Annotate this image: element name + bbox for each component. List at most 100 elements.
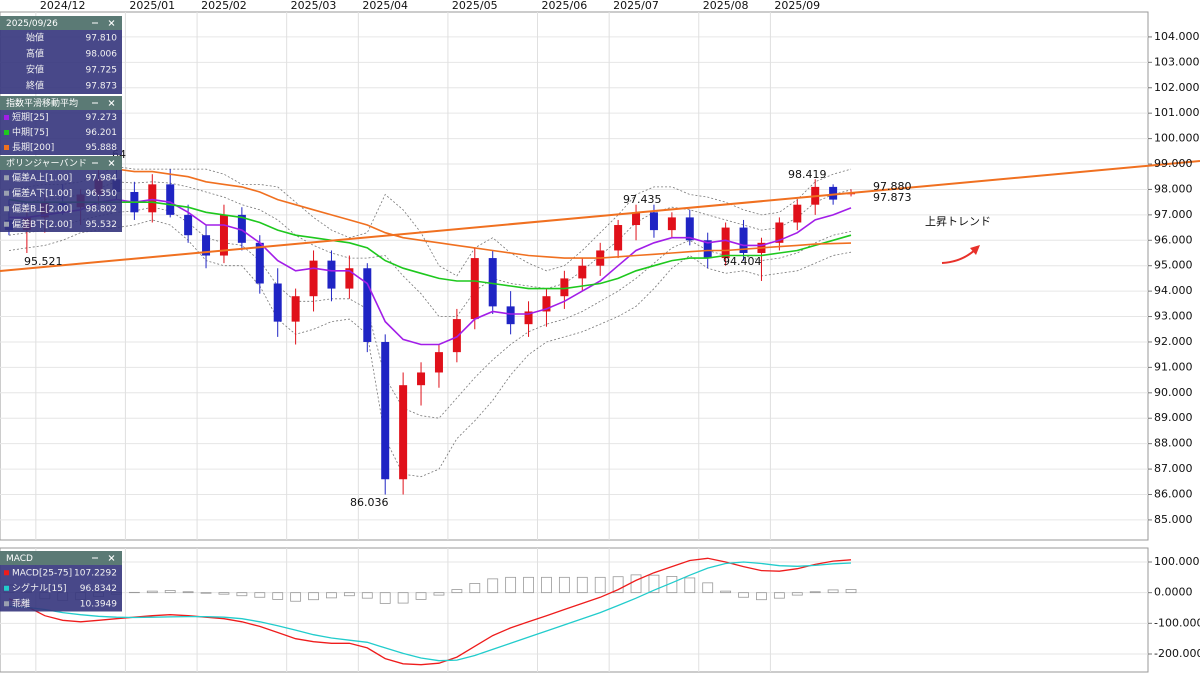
y-tick-label: 96.000 xyxy=(1154,233,1193,246)
histogram-bar xyxy=(523,576,534,594)
close-button[interactable] xyxy=(108,160,115,166)
annotation: 97.873 xyxy=(873,191,912,204)
row-value: 97.873 xyxy=(86,82,118,92)
macd-panel xyxy=(0,547,1149,673)
text-layer: 85.000 86.000 87.000 88.000 89.000 90.000 91.0… xyxy=(24,0,1200,660)
histogram-bar xyxy=(791,592,803,596)
candle-body xyxy=(309,260,318,297)
histogram-bar xyxy=(756,592,767,601)
histogram-bar xyxy=(827,589,839,594)
row-value: 98.006 xyxy=(86,50,118,60)
histogram-bar xyxy=(773,592,785,599)
row-label: MACD[25-75] xyxy=(12,568,72,578)
y-tick-label: 95.000 xyxy=(1154,259,1193,272)
line-series xyxy=(9,198,852,346)
histogram-bar xyxy=(702,582,714,594)
row-label: 乖離 xyxy=(12,597,30,609)
row-marker xyxy=(4,206,9,212)
y-tick-label: 98.000 xyxy=(1154,182,1193,195)
candle-body xyxy=(202,235,211,256)
candle-body xyxy=(578,265,587,279)
row-value: 97.725 xyxy=(86,66,118,76)
histogram-bar xyxy=(164,590,176,594)
candle-body xyxy=(703,240,712,259)
histogram-bar xyxy=(684,577,696,594)
close-button[interactable] xyxy=(108,555,115,561)
close-button[interactable] xyxy=(108,20,115,26)
row-marker xyxy=(4,221,9,227)
panel-body xyxy=(0,110,122,155)
histogram-bar xyxy=(326,592,337,599)
line-series xyxy=(8,561,852,662)
histogram-bar xyxy=(290,592,302,602)
histogram-bar xyxy=(576,576,588,594)
price-panel xyxy=(0,11,1149,541)
row-marker xyxy=(4,115,9,120)
y-tick-label: 92.000 xyxy=(1154,335,1193,348)
candle-body xyxy=(255,242,264,284)
histogram-bar xyxy=(469,583,481,594)
candle-body xyxy=(237,214,246,243)
candle-body xyxy=(488,258,497,307)
row-marker xyxy=(4,190,9,196)
close-button[interactable] xyxy=(108,100,115,106)
row-label: 偏差A下[1.00] xyxy=(12,187,72,199)
candle-body xyxy=(649,212,658,231)
line-series xyxy=(9,163,852,259)
panel-body xyxy=(0,565,122,612)
row-label: 安値 xyxy=(26,64,44,76)
y-tick-label: 85.000 xyxy=(1154,513,1193,526)
annotation: 97.880 xyxy=(873,180,912,193)
row-value: 10.3949 xyxy=(80,599,117,609)
y-tick-label: -200.0000 xyxy=(1154,647,1200,660)
row-value: 95.532 xyxy=(86,220,118,230)
histogram-bar xyxy=(146,590,158,594)
candle-body xyxy=(452,319,461,353)
candle-body xyxy=(560,278,569,297)
row-label: 偏差B下[2.00] xyxy=(12,218,72,230)
candle-body xyxy=(184,214,193,236)
annotation: 86.036 xyxy=(350,496,389,509)
x-tick-label: 2025/09 xyxy=(774,0,820,12)
row-marker xyxy=(4,585,9,591)
candle-body xyxy=(685,217,694,241)
candle-body xyxy=(381,341,390,480)
line-series xyxy=(8,166,852,277)
panel-title: ボリンジャーバンド xyxy=(6,158,87,169)
histogram-bar xyxy=(630,574,642,594)
y-tick-label: 90.000 xyxy=(1154,386,1193,399)
candle-body xyxy=(399,385,408,480)
row-marker xyxy=(4,601,9,607)
row-value: 96.8342 xyxy=(80,584,117,594)
candle-body xyxy=(632,212,641,226)
histogram-bar xyxy=(397,592,409,604)
y-tick-label: 86.000 xyxy=(1154,487,1193,500)
candle-body xyxy=(775,222,784,243)
histogram-bar xyxy=(415,592,427,600)
candle-body xyxy=(614,225,623,251)
line-series xyxy=(8,198,852,290)
line-series xyxy=(8,181,852,317)
candle-body xyxy=(345,268,354,289)
grid-layer xyxy=(0,12,1152,672)
annotation: 95.521 xyxy=(24,255,63,268)
histogram-bar xyxy=(505,576,517,594)
line-series xyxy=(8,557,852,666)
row-value: 96.201 xyxy=(86,128,118,138)
panel-body xyxy=(0,30,122,94)
candle-body xyxy=(739,227,748,253)
candle-body xyxy=(219,214,228,256)
y-tick-label: 93.000 xyxy=(1154,310,1193,323)
annotation: 上昇トレンド xyxy=(925,215,991,228)
row-label: 中期[75] xyxy=(12,126,48,138)
candle-body xyxy=(667,217,676,231)
y-tick-label: 0.0000 xyxy=(1154,586,1193,599)
x-tick-label: 2025/05 xyxy=(452,0,498,12)
panel-header xyxy=(0,96,122,110)
row-label: 偏差B上[2.00] xyxy=(12,202,72,214)
x-tick-label: 2025/08 xyxy=(703,0,749,12)
